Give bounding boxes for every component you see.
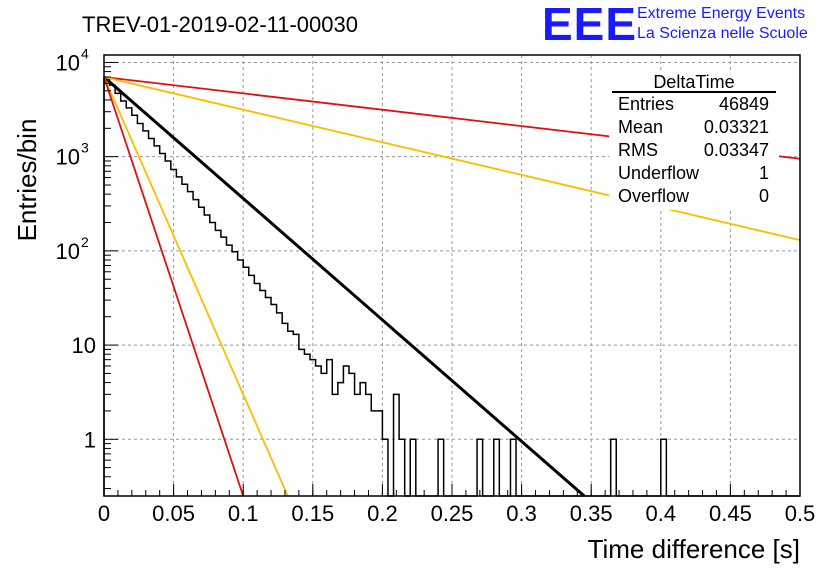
stats-label: Underflow — [618, 163, 700, 183]
stats-title: DeltaTime — [653, 72, 734, 92]
stats-label: Overflow — [618, 186, 690, 206]
fit-line — [103, 76, 801, 242]
stats-box: DeltaTime Entries 46849 Mean 0.03321 RMS 0.03… — [609, 70, 779, 210]
y-tick-label: 10 — [72, 333, 96, 358]
logo-line1: Extreme Energy Events — [637, 5, 805, 22]
stats-value: 1 — [759, 163, 769, 183]
fit-line — [103, 76, 289, 497]
stats-label: RMS — [618, 140, 658, 160]
x-tick-label: 0.05 — [152, 501, 195, 526]
x-tick-label: 0 — [98, 501, 110, 526]
x-axis-title: Time difference [s] — [588, 534, 800, 564]
logo-mark: EEE — [542, 0, 637, 50]
stats-label: Entries — [618, 94, 674, 114]
x-tick-label: 0.25 — [431, 501, 474, 526]
y-tick-label: 10 — [56, 50, 80, 75]
y-tick-exponent: 3 — [81, 140, 89, 156]
x-tick-label: 0.3 — [506, 501, 537, 526]
x-tick-label: 0.45 — [709, 501, 752, 526]
x-tick-label: 0.5 — [785, 501, 816, 526]
logo-line2: La Scienza nelle Scuole — [637, 25, 808, 42]
x-tick-label: 0.15 — [291, 501, 334, 526]
y-axis-title: Entries/bin — [12, 119, 42, 242]
stats-label: Mean — [618, 117, 663, 137]
x-tick-label: 0.35 — [570, 501, 613, 526]
y-tick-exponent: 2 — [81, 234, 89, 250]
fit-line — [103, 75, 586, 498]
stats-value: 0.03321 — [704, 117, 769, 137]
chart-title: TREV-01-2019-02-11-00030 — [82, 12, 358, 37]
y-tick-exponent: 4 — [81, 45, 89, 61]
y-tick-label: 10 — [56, 239, 80, 264]
x-tick-label: 0.2 — [367, 501, 398, 526]
x-axis-ticks: 0 0.05 0.1 0.15 0.2 0.25 0.3 0.35 0.4 0.45 0.5 — [98, 484, 815, 526]
stats-value: 0.03347 — [704, 140, 769, 160]
stats-value: 46849 — [719, 94, 769, 114]
y-tick-label: 1 — [84, 427, 96, 452]
x-tick-label: 0.4 — [646, 501, 677, 526]
stats-value: 0 — [759, 186, 769, 206]
y-tick-label: 10 — [56, 145, 80, 170]
fit-lines-layer — [103, 75, 801, 498]
eee-logo: EEE Extreme Energy Events La Scienza nel… — [542, 0, 808, 50]
x-tick-label: 0.1 — [228, 501, 259, 526]
fit-line — [103, 76, 245, 497]
